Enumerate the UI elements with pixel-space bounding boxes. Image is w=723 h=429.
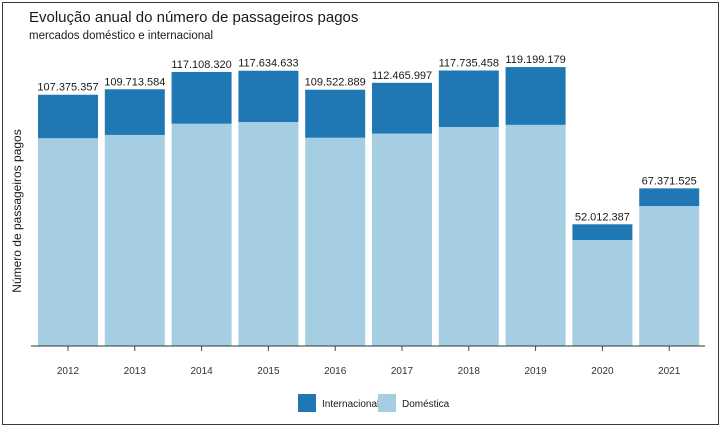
x-tick-label: 2020 <box>591 366 614 377</box>
data-label: 117.735.458 <box>439 57 499 69</box>
data-label: 117.108.320 <box>171 59 231 71</box>
data-label: 52.012.387 <box>575 211 630 223</box>
bar-domestica <box>104 134 165 346</box>
bar-internacional <box>505 67 566 125</box>
bar-domestica <box>238 122 299 346</box>
bar-domestica <box>438 126 499 346</box>
bar-domestica <box>38 138 98 346</box>
x-tick-label: 2021 <box>658 366 681 377</box>
legend-swatch <box>378 394 396 412</box>
x-tick-label: 2018 <box>458 366 481 377</box>
bar-internacional <box>238 70 299 123</box>
data-label: 117.634.633 <box>238 58 298 70</box>
bar-domestica <box>305 137 366 346</box>
chart-title: Evolução anual do número de passageiros … <box>29 9 359 26</box>
data-label: 107.375.357 <box>37 82 98 94</box>
bar-internacional <box>38 94 98 139</box>
data-label: 109.713.584 <box>104 76 165 88</box>
data-label: 109.522.889 <box>305 77 366 89</box>
x-tick-label: 2019 <box>524 366 547 377</box>
bar-internacional <box>572 224 633 240</box>
legend-label: Internacional <box>322 399 379 410</box>
data-label: 119.199.179 <box>505 54 565 66</box>
bar-domestica <box>171 123 232 346</box>
x-tick-label: 2012 <box>57 366 80 377</box>
bar-internacional <box>372 82 432 134</box>
bar-domestica <box>505 124 566 347</box>
x-tick-label: 2015 <box>257 366 280 377</box>
x-tick-label: 2014 <box>190 366 213 377</box>
legend-label: Doméstica <box>402 399 450 410</box>
bar-internacional <box>639 188 700 207</box>
x-tick-label: 2017 <box>391 366 414 377</box>
bar-domestica <box>572 239 633 346</box>
bar-internacional <box>171 71 232 124</box>
legend-swatch <box>298 394 316 412</box>
data-label: 67.371.525 <box>642 175 697 187</box>
chart-subtitle: mercados doméstico e internacional <box>29 30 214 42</box>
data-label: 112.465.997 <box>372 70 432 82</box>
x-tick-label: 2013 <box>124 366 147 377</box>
bar-domestica <box>372 133 432 346</box>
bar-internacional <box>104 89 165 135</box>
y-axis-label: Número de passageiros pagos <box>10 129 24 292</box>
bar-internacional <box>438 70 499 127</box>
x-tick-label: 2016 <box>324 366 347 377</box>
bar-domestica <box>639 206 700 346</box>
bar-internacional <box>305 89 366 138</box>
